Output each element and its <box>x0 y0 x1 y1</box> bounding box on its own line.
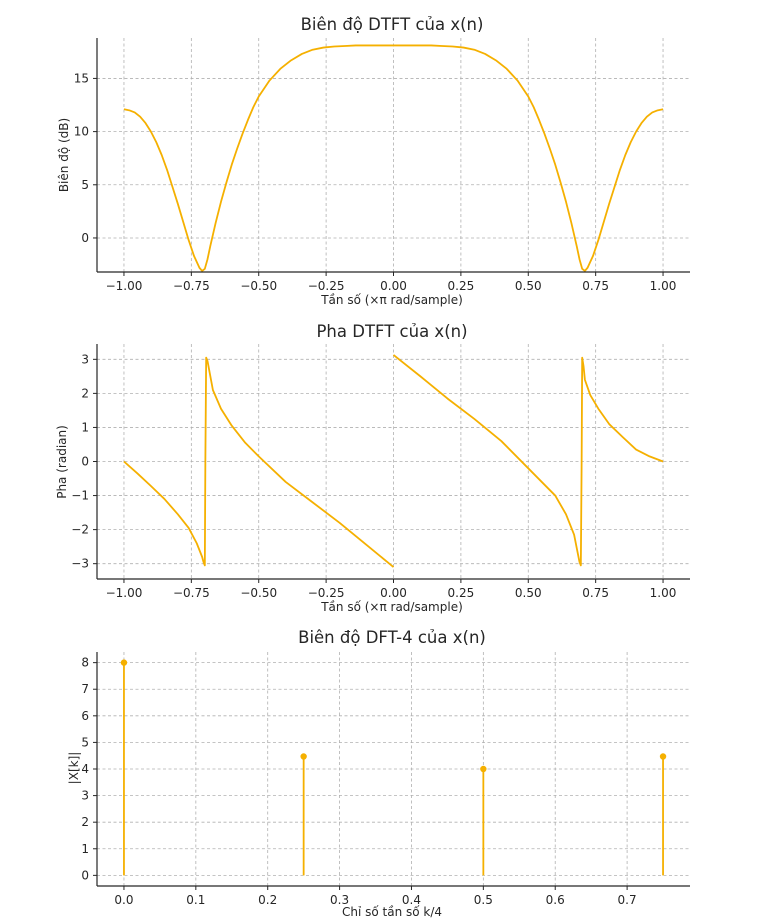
x-tick-label: 0.6 <box>546 893 565 907</box>
chart-title: Biên độ DFT-4 của x(n) <box>298 628 486 647</box>
x-axis-label: Tần số (×π rad/sample) <box>320 293 463 307</box>
y-tick-label: −2 <box>71 523 89 537</box>
y-tick-label: 1 <box>81 842 89 856</box>
y-tick-label: 3 <box>81 352 89 366</box>
y-axis-label: Pha (radian) <box>55 425 69 499</box>
phase-line <box>123 354 664 568</box>
magnitude-line <box>123 44 664 272</box>
y-tick-label: 0 <box>81 231 89 245</box>
phase-chart: −1.00 −0.75 −0.50 −0.25 0.00 0.25 0.50 0.75 1.00… <box>55 322 690 614</box>
x-tick-label: 1.00 <box>650 279 677 293</box>
y-tick-label: 15 <box>74 71 89 85</box>
x-tick-label: 0.75 <box>582 586 609 600</box>
x-tick-label: −0.75 <box>173 586 210 600</box>
y-tick-label: 7 <box>81 682 89 696</box>
y-tick-label: 5 <box>81 735 89 749</box>
chart-title: Pha DTFT của x(n) <box>316 322 467 341</box>
x-tick-label: 0.2 <box>258 893 277 907</box>
y-tick-label: −3 <box>71 557 89 571</box>
x-tick-label: 1.00 <box>650 586 677 600</box>
y-axis-label: Biên độ (dB) <box>57 118 71 192</box>
stem-marker <box>480 765 487 773</box>
x-tick-label: 0.50 <box>515 586 542 600</box>
y-tick-label: 6 <box>81 709 89 723</box>
y-tick-label: 1 <box>81 420 89 434</box>
x-tick-label: −0.50 <box>240 279 277 293</box>
x-tick-label: −0.50 <box>240 586 277 600</box>
y-tick-label: 3 <box>81 789 89 803</box>
y-tick-label: 4 <box>81 762 89 776</box>
x-tick-label: 0.00 <box>380 279 407 293</box>
x-tick-label: 0.0 <box>114 893 133 907</box>
y-tick-label: −1 <box>71 489 89 503</box>
y-tick-label: 2 <box>81 386 89 400</box>
x-tick-label: 0.00 <box>380 586 407 600</box>
x-tick-label: −1.00 <box>106 586 143 600</box>
y-tick-label: 2 <box>81 815 89 829</box>
dft4-stem-chart: 0.0 0.1 0.2 0.3 0.4 0.5 0.6 0.7 0 1 2 3 4 5 6 7 8 Biên đ… <box>67 628 690 919</box>
y-tick-label: 8 <box>81 656 89 670</box>
x-tick-label: −0.25 <box>308 586 345 600</box>
x-tick-label: 0.25 <box>448 586 475 600</box>
magnitude-chart: −1.00 −0.75 −0.50 −0.25 0.00 0.25 0.50 0.75 1.00… <box>57 15 690 307</box>
y-tick-label: 0 <box>81 868 89 882</box>
x-tick-label: 0.50 <box>515 279 542 293</box>
stem-marker <box>300 753 307 760</box>
x-tick-label: 0.25 <box>448 279 475 293</box>
y-tick-label: 10 <box>74 125 89 139</box>
y-tick-label: 0 <box>81 455 89 469</box>
x-tick-label: −1.00 <box>106 279 143 293</box>
x-tick-label: 0.3 <box>330 893 349 907</box>
x-tick-label: 0.4 <box>402 893 421 907</box>
chart-title: Biên độ DTFT của x(n) <box>301 15 484 34</box>
x-tick-label: 0.5 <box>474 893 493 907</box>
x-tick-label: 0.7 <box>618 893 637 907</box>
y-tick-label: 5 <box>81 178 89 192</box>
stem-marker <box>120 659 128 666</box>
x-tick-label: 0.1 <box>186 893 205 907</box>
x-axis-label: Tần số (×π rad/sample) <box>320 600 463 614</box>
x-tick-label: 0.75 <box>582 279 609 293</box>
stem-marker <box>659 753 667 760</box>
x-tick-label: −0.25 <box>308 279 345 293</box>
x-axis-label: Chỉ số tần số k/4 <box>342 905 442 919</box>
x-tick-label: −0.75 <box>173 279 210 293</box>
y-axis-label: |X[k]| <box>67 752 81 785</box>
